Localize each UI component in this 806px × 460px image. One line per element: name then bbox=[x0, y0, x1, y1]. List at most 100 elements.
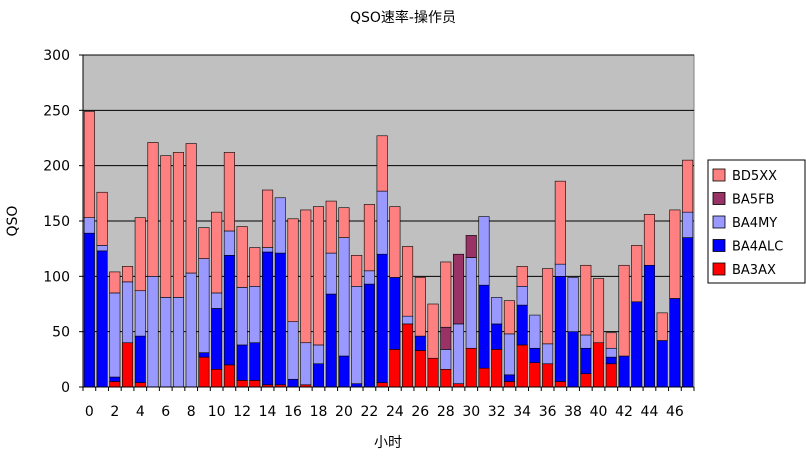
bar-segment-ba4alc-41 bbox=[605, 356, 617, 365]
bar-segment-ba4my-47 bbox=[682, 211, 694, 238]
bar-segment-ba4my-12 bbox=[236, 287, 248, 346]
bar-segment-ba4alc-12 bbox=[236, 344, 248, 381]
x-tick-label: 40 bbox=[590, 404, 608, 420]
x-tick-label: 34 bbox=[513, 404, 531, 420]
bar-segment-bd5xx-36 bbox=[542, 268, 554, 345]
bar-segment-ba4alc-23 bbox=[376, 253, 388, 383]
bar-segment-ba4my-29 bbox=[452, 323, 465, 384]
legend-label-ba5fb: BA5FB bbox=[732, 193, 774, 208]
x-tick-label: 12 bbox=[233, 404, 251, 420]
bar-segment-ba4my-32 bbox=[491, 297, 503, 325]
bar-segment-bd5xx-3 bbox=[122, 266, 134, 283]
x-axis-title: 小时 bbox=[374, 435, 402, 451]
bar-segment-ba4my-41 bbox=[605, 347, 617, 358]
bar-segment-bd5xx-4 bbox=[134, 217, 146, 292]
bar-segment-ba3ax-28 bbox=[440, 368, 452, 388]
y-tick-label: 200 bbox=[43, 159, 70, 175]
x-tick-label: 32 bbox=[488, 404, 506, 420]
bar-segment-ba4alc-24 bbox=[389, 277, 401, 350]
bar-segment-ba3ax-25 bbox=[402, 323, 414, 388]
bar-segment-bd5xx-14 bbox=[262, 189, 274, 248]
bar-segment-bd5xx-2 bbox=[109, 271, 121, 294]
y-axis-title: QSO bbox=[5, 206, 21, 237]
bar-segment-ba4alc-32 bbox=[491, 323, 503, 350]
bar-segment-ba3ax-35 bbox=[529, 362, 541, 388]
bar-segment-ba4my-31 bbox=[478, 216, 490, 286]
x-tick-label: 44 bbox=[641, 404, 659, 420]
bar-segment-ba4alc-0 bbox=[83, 232, 95, 388]
bar-segment-bd5xx-20 bbox=[338, 207, 350, 238]
bar-segment-ba4alc-31 bbox=[478, 284, 490, 369]
bar-segment-ba4my-1 bbox=[96, 245, 108, 252]
bar-segment-ba4my-17 bbox=[300, 342, 312, 386]
x-tick-label: 28 bbox=[437, 404, 455, 420]
bar-segment-bd5xx-43 bbox=[631, 245, 643, 303]
bar-segment-bd5xx-10 bbox=[211, 211, 223, 294]
y-tick-label: 0 bbox=[61, 380, 70, 396]
bar-segment-ba4my-3 bbox=[122, 281, 134, 344]
bar-segment-ba3ax-9 bbox=[198, 356, 210, 388]
x-tick-label: 8 bbox=[187, 404, 196, 420]
x-tick-label: 22 bbox=[360, 404, 378, 420]
bar-segment-ba4alc-10 bbox=[211, 308, 223, 370]
bar-segment-ba4my-13 bbox=[249, 285, 261, 344]
bar-segment-ba4alc-35 bbox=[529, 347, 541, 363]
bar-segment-ba3ax-39 bbox=[580, 373, 592, 388]
bar-segment-ba4my-38 bbox=[567, 277, 579, 332]
bar-segment-ba4alc-1 bbox=[96, 250, 108, 388]
legend-label-bd5xx: BD5XX bbox=[732, 169, 777, 184]
bar-segment-ba3ax-2 bbox=[109, 381, 121, 388]
x-tick-label: 38 bbox=[564, 404, 582, 420]
x-tick-label: 16 bbox=[284, 404, 302, 420]
bar-segment-ba4alc-47 bbox=[682, 237, 694, 388]
bar-segment-ba4my-18 bbox=[312, 344, 325, 365]
legend-swatch-ba4my bbox=[712, 215, 726, 229]
bar-segment-bd5xx-12 bbox=[236, 226, 248, 288]
bar-segment-ba3ax-13 bbox=[249, 380, 261, 388]
y-tick-label: 100 bbox=[43, 269, 70, 285]
bar-segment-bd5xx-44 bbox=[643, 214, 655, 266]
bar-segment-bd5xx-17 bbox=[300, 209, 312, 344]
bar-segment-bd5xx-34 bbox=[516, 266, 528, 287]
legend: BD5XX BA5FB BA4MY BA4ALC BA3AX bbox=[707, 159, 806, 284]
bar-segment-ba5fb-30 bbox=[465, 235, 477, 258]
bar-segment-ba4alc-15 bbox=[274, 252, 286, 386]
y-tick-labels: 0 50 100 150 200 250 300 bbox=[43, 48, 70, 396]
bar-segment-ba4my-6 bbox=[160, 297, 172, 388]
bar-segment-bd5xx-47 bbox=[682, 159, 694, 213]
bar-segment-bd5xx-33 bbox=[503, 300, 515, 335]
bar-segment-bd5xx-11 bbox=[223, 152, 235, 232]
bar-segment-bd5xx-24 bbox=[389, 206, 401, 278]
bar-segment-bd5xx-27 bbox=[427, 303, 439, 359]
bar-segment-bd5xx-23 bbox=[376, 135, 388, 192]
gridlines bbox=[79, 54, 694, 388]
bar-segment-ba4alc-4 bbox=[134, 335, 146, 383]
x-tick-label: 14 bbox=[259, 404, 277, 420]
bar-segment-ba4alc-42 bbox=[618, 355, 630, 388]
bar-segment-ba4my-30 bbox=[465, 257, 477, 349]
bar-segment-ba4alc-13 bbox=[249, 342, 261, 381]
bar-segment-ba4alc-38 bbox=[567, 331, 579, 388]
bar-segment-ba4my-0 bbox=[83, 217, 95, 234]
bar-segment-ba5fb-29 bbox=[452, 253, 465, 325]
bar-segment-ba3ax-10 bbox=[211, 368, 223, 388]
bar-segment-ba3ax-33 bbox=[503, 381, 515, 388]
bar-segment-bd5xx-41 bbox=[605, 332, 617, 349]
bar-segment-ba4my-25 bbox=[402, 315, 414, 325]
bar-segment-bd5xx-18 bbox=[312, 206, 325, 346]
bar-segment-bd5xx-1 bbox=[96, 191, 108, 246]
bar-segment-ba3ax-32 bbox=[491, 349, 503, 388]
bar-segment-ba4my-5 bbox=[147, 276, 159, 388]
bar-segment-ba3ax-40 bbox=[593, 342, 605, 388]
bar-segment-bd5xx-25 bbox=[402, 246, 414, 317]
legend-label-ba4my: BA4MY bbox=[732, 216, 777, 231]
bar-segment-bd5xx-46 bbox=[669, 209, 681, 299]
legend-swatch-ba4alc bbox=[712, 239, 726, 252]
y-tick-label: 250 bbox=[43, 103, 70, 119]
x-tick-label: 2 bbox=[110, 404, 119, 420]
bar-segment-ba3ax-24 bbox=[389, 349, 401, 388]
y-tick-label: 300 bbox=[43, 48, 70, 64]
bar-segment-ba4alc-16 bbox=[287, 378, 299, 388]
bar-segment-ba3ax-31 bbox=[478, 367, 490, 388]
